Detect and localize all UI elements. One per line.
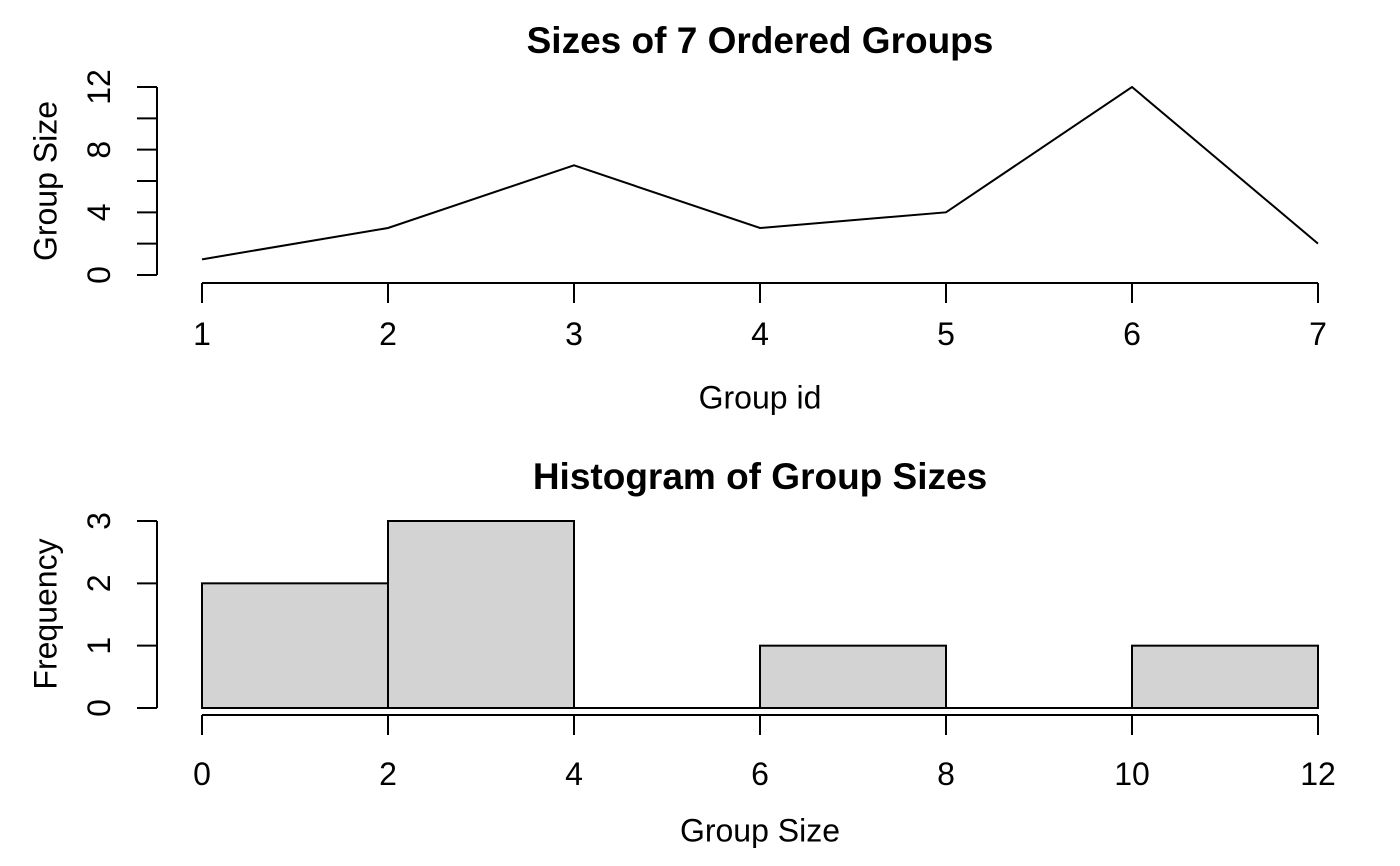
histogram-bar	[759, 644, 947, 710]
y-axis-tick-label: 8	[81, 141, 117, 159]
x-axis-tick-label: 6	[1123, 316, 1141, 352]
x-axis-tick-label: 6	[751, 756, 769, 792]
y-axis-tick-label: 3	[81, 512, 117, 530]
y-axis-tick-label: 4	[81, 203, 117, 221]
x-axis-tick-label: 2	[379, 316, 397, 352]
histogram-title: Histogram of Group Sizes	[532, 456, 988, 497]
x-axis-tick-label: 5	[937, 316, 955, 352]
x-axis-tick-label: 10	[1114, 756, 1150, 792]
histogram-bar	[1131, 644, 1319, 710]
y-axis-tick-label: 12	[81, 69, 117, 105]
y-axis-tick-label: 0	[81, 699, 117, 717]
x-axis-tick-label: 7	[1309, 316, 1327, 352]
histogram-bar	[387, 520, 575, 709]
x-axis-tick-label: 8	[937, 756, 955, 792]
histogram-bar	[201, 582, 389, 709]
x-axis-tick-label: 4	[751, 316, 769, 352]
x-axis-tick-label: 3	[565, 316, 583, 352]
histogram-x-axis-title: Group Size	[679, 812, 841, 849]
y-axis-tick-label: 2	[81, 574, 117, 592]
y-axis-tick-label: 1	[81, 637, 117, 655]
x-axis-tick-label: 0	[193, 756, 211, 792]
line-chart-x-axis-title: Group id	[698, 379, 822, 416]
y-axis-tick-label: 0	[81, 266, 117, 284]
x-axis-tick-label: 1	[193, 316, 211, 352]
x-axis-tick-label: 2	[379, 756, 397, 792]
histogram-y-axis-title: Frequency	[27, 538, 64, 690]
line-chart-title: Sizes of 7 Ordered Groups	[526, 20, 994, 61]
x-axis-tick-label: 4	[565, 756, 583, 792]
line-chart-y-axis-title: Group Size	[27, 100, 64, 262]
x-axis-tick-label: 12	[1300, 756, 1336, 792]
group-size-line	[201, 85, 1319, 261]
